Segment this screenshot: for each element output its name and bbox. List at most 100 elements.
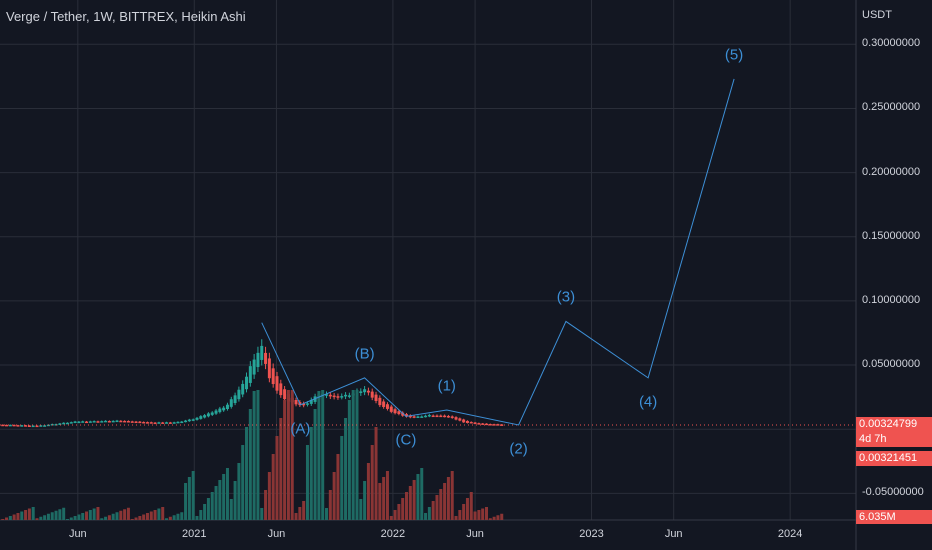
candle-body [279, 383, 283, 396]
volume-bar [96, 507, 100, 520]
volume-bar [378, 483, 382, 520]
volume-bar [210, 492, 214, 520]
volume-bar [294, 513, 298, 520]
volume-bar [477, 510, 481, 520]
candle-body [172, 422, 176, 424]
volume-bar [245, 427, 249, 520]
volume-bar [256, 390, 260, 520]
candle-body [305, 403, 309, 405]
candle-body [450, 416, 454, 418]
volume-bar [397, 504, 401, 520]
volume-bar [172, 515, 176, 520]
candle-body [283, 389, 287, 400]
volume-bar [363, 481, 367, 520]
candle-body [161, 422, 165, 424]
candle-body [416, 416, 420, 418]
volume-bar [264, 490, 268, 520]
volume-bar [271, 454, 275, 520]
volume-bar [222, 474, 226, 520]
candle-body [73, 421, 77, 423]
candle-body [500, 424, 504, 426]
candle-body [420, 416, 424, 418]
volume-bar [347, 400, 351, 520]
volume-bar [385, 471, 389, 520]
volume-bar [81, 513, 85, 520]
volume-bar [206, 498, 210, 520]
wave-label: (1) [437, 377, 456, 395]
candle-body [427, 414, 431, 417]
candle-body [43, 425, 47, 427]
candle-body [12, 424, 16, 427]
volume-bar [100, 518, 104, 520]
volume-bar [111, 513, 115, 520]
volume-bar [184, 483, 188, 520]
volume-bar [286, 390, 290, 520]
candle-body [275, 376, 279, 391]
candle-body [248, 366, 252, 383]
volume-bar [12, 514, 16, 520]
candle-body [481, 423, 485, 425]
candle-body [1, 424, 5, 427]
candle-body [65, 422, 69, 425]
volume-bar [16, 513, 20, 520]
candle-body [8, 424, 12, 427]
wave-label: (B) [354, 345, 375, 363]
candle-body [378, 397, 382, 406]
candle-body [126, 421, 130, 423]
volume-bar [142, 514, 146, 520]
candle-body [260, 345, 264, 360]
volume-bar [115, 512, 119, 520]
volume-bar [134, 517, 138, 520]
y-tick-label: 0.30000000 [862, 37, 921, 50]
volume-bar [336, 454, 340, 520]
candle-body [336, 396, 340, 398]
candle-body [363, 389, 367, 393]
candle-body [264, 352, 268, 364]
x-tick-label: 2022 [380, 528, 406, 540]
volume-bar [195, 516, 199, 520]
volume-bar [332, 472, 336, 520]
volume-bar [149, 511, 153, 520]
candle-body [176, 421, 180, 424]
volume-bar [401, 498, 405, 520]
volume-bar [328, 490, 332, 520]
volume-bar [267, 472, 271, 520]
volume-bar [199, 510, 203, 520]
candle-body [218, 408, 222, 413]
volume-bar [321, 390, 325, 520]
volume-bar [492, 516, 496, 520]
candle-body [267, 358, 271, 379]
candle-body [157, 422, 161, 424]
volume-bar [344, 418, 348, 520]
candle-body [31, 425, 35, 428]
volume-bar [393, 510, 397, 520]
volume-bar [431, 501, 435, 520]
candle-body [439, 415, 443, 418]
volume-bar [439, 489, 443, 520]
volume-bar [145, 513, 149, 520]
wave-label: (4) [638, 393, 658, 411]
volume-bar [54, 510, 58, 520]
candle-body [462, 419, 466, 423]
candle-body [241, 383, 245, 395]
candle-body [187, 419, 191, 422]
candle-body [237, 389, 241, 400]
volume-bar [359, 499, 363, 520]
candle-body [119, 420, 123, 423]
x-tick-label: 2023 [579, 528, 604, 540]
volume-bar [435, 495, 439, 520]
candle-body [382, 401, 386, 407]
candle-body [62, 422, 66, 425]
volume-bar [85, 511, 89, 520]
volume-bar [313, 409, 317, 520]
candle-body [77, 421, 81, 424]
candle-body [309, 399, 313, 404]
candle-body [496, 424, 500, 426]
volume-bar [46, 513, 50, 520]
x-tick-label: 2024 [777, 528, 803, 540]
candle-body [115, 420, 119, 423]
wave-label: (2) [509, 440, 528, 458]
volume-bar [484, 507, 488, 520]
